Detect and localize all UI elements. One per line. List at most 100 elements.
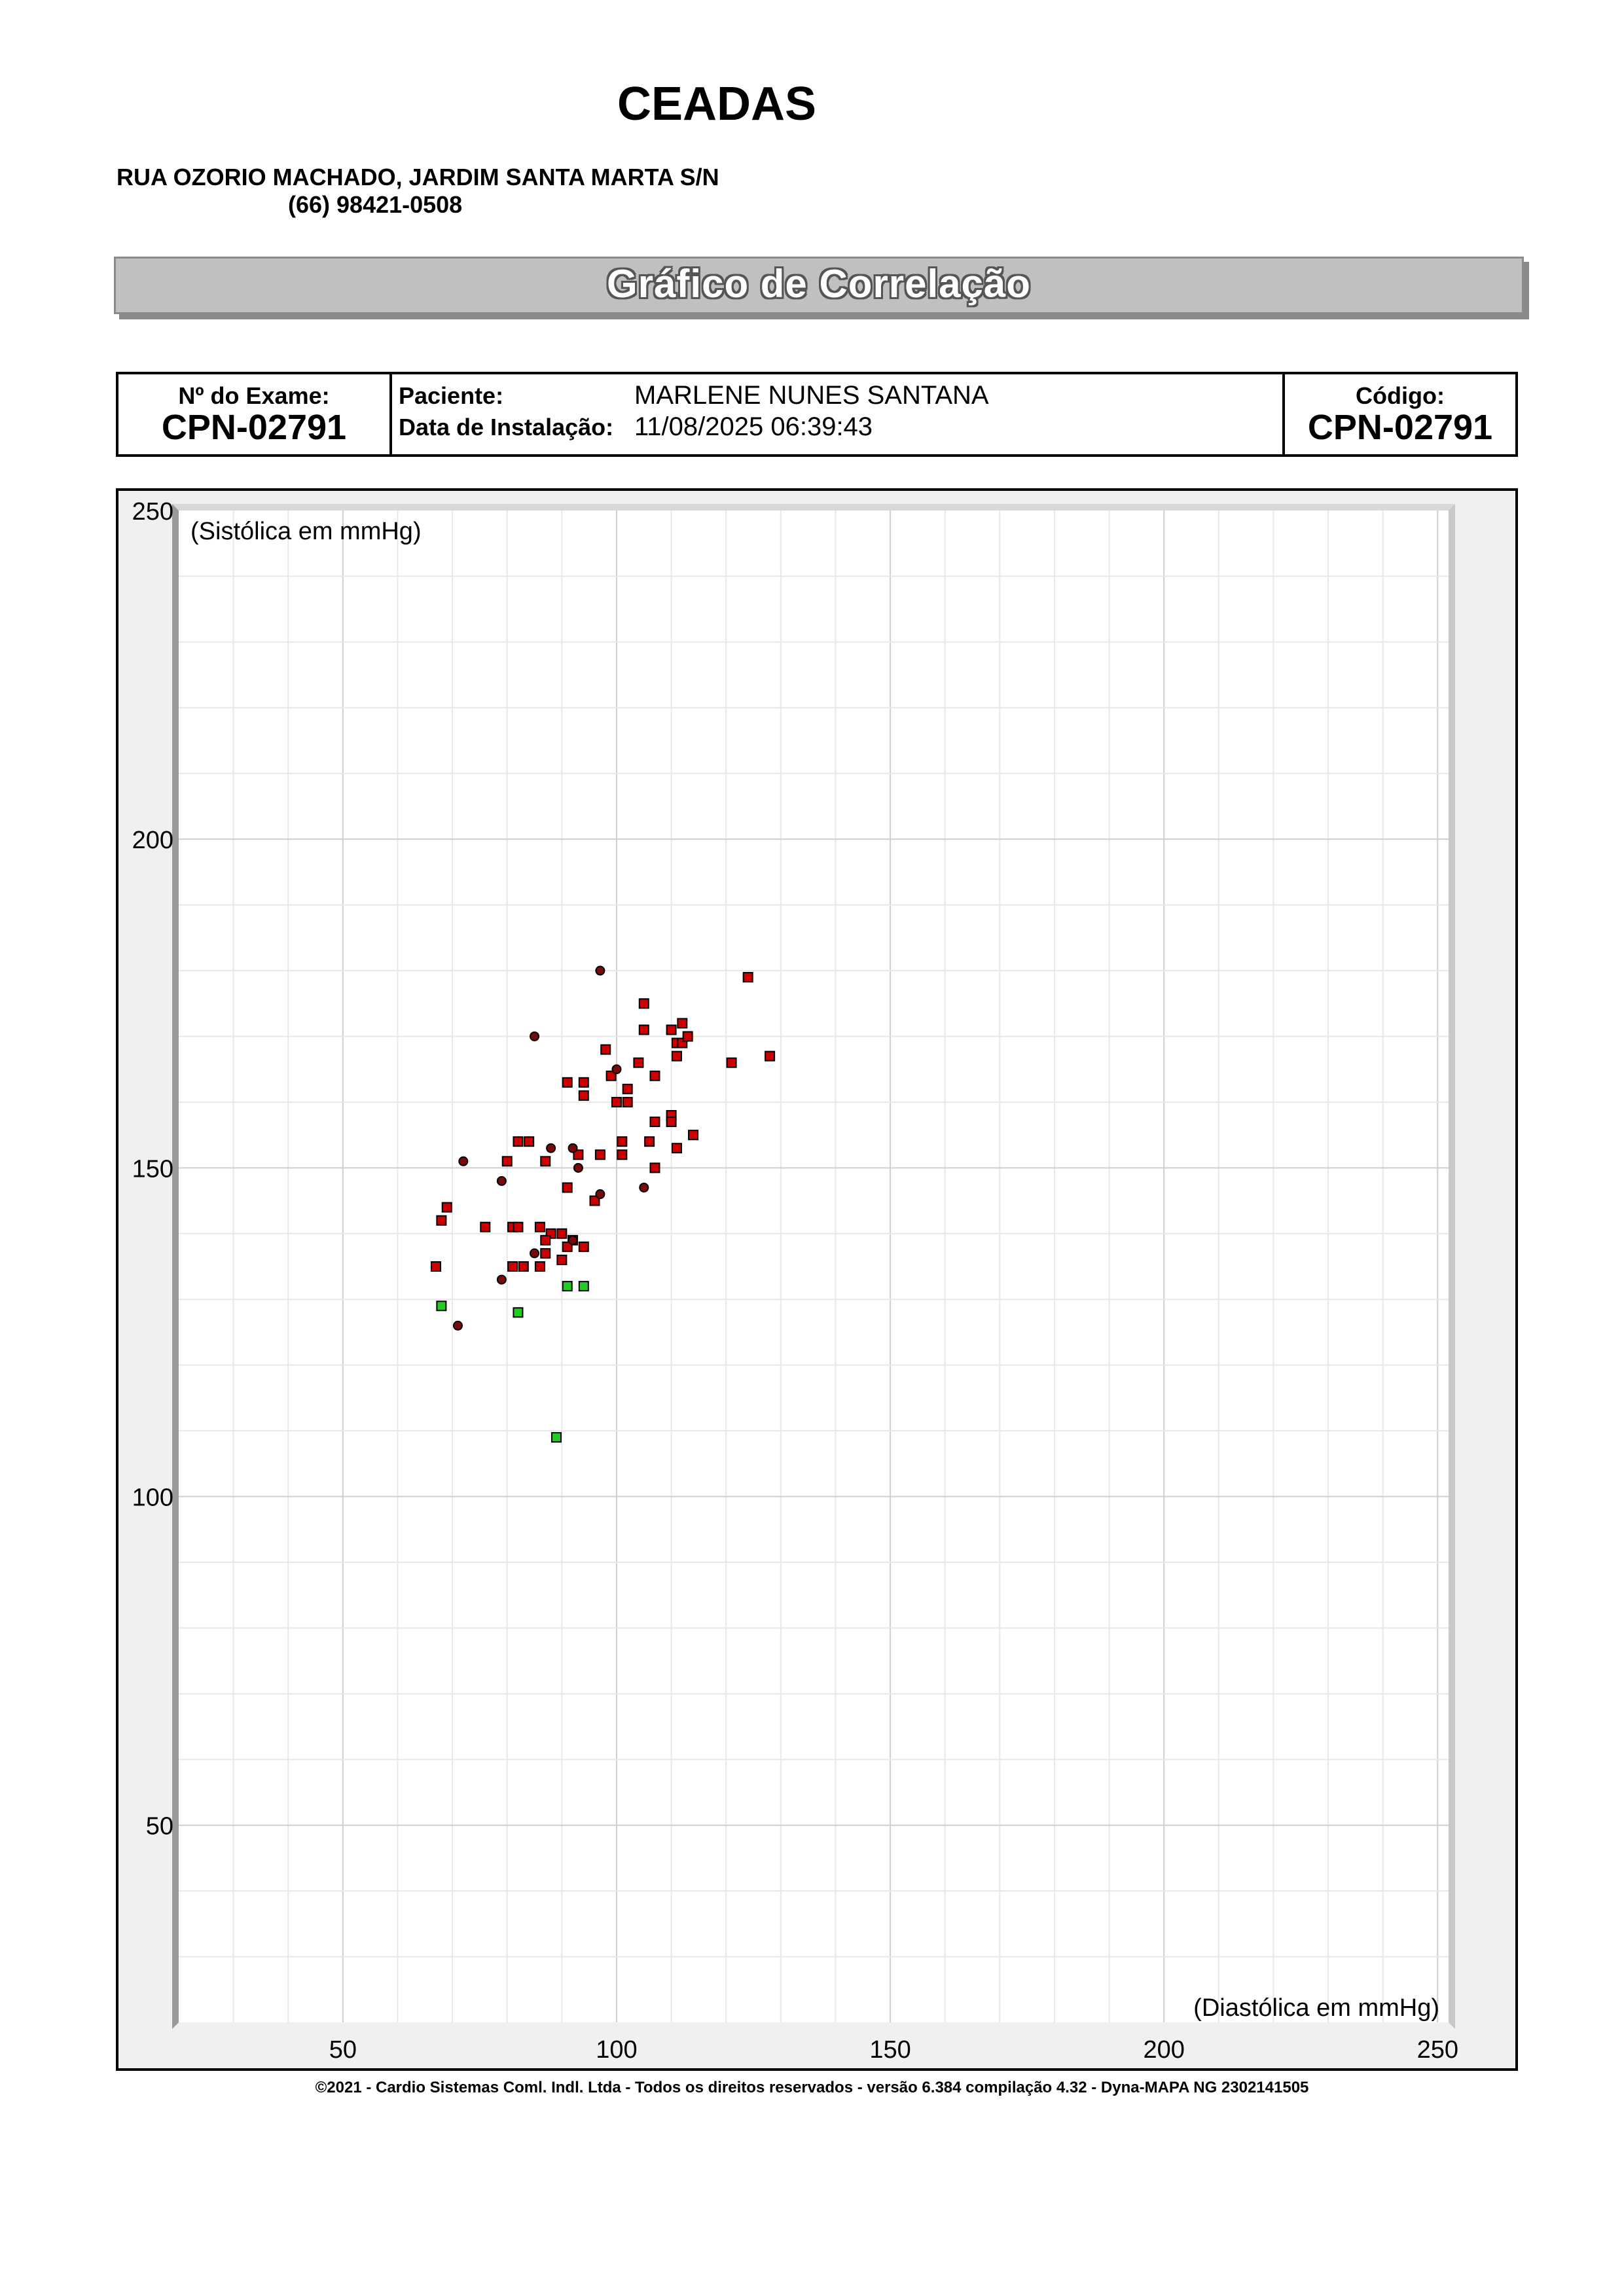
data-point-red — [682, 1031, 693, 1042]
data-point-circle — [611, 1064, 622, 1075]
data-point-red — [540, 1156, 551, 1167]
data-point-red — [622, 1083, 633, 1094]
data-point-red — [524, 1136, 535, 1147]
data-point-red — [649, 1070, 660, 1081]
y-tick-label: 200 — [132, 827, 173, 854]
data-points — [431, 965, 776, 1443]
data-point-circle — [573, 1162, 583, 1173]
data-point-red — [518, 1261, 529, 1272]
data-point-red — [638, 1024, 649, 1035]
patient-cell: Paciente: MARLENE NUNES SANTANA Data de … — [389, 374, 1288, 454]
data-point-green — [436, 1300, 447, 1312]
data-point-red — [540, 1247, 551, 1259]
data-point-red — [540, 1234, 551, 1246]
data-point-red — [562, 1241, 573, 1252]
x-axis-label: (Diastólica em mmHg) — [1193, 1994, 1439, 2022]
data-point-red — [726, 1057, 737, 1068]
clinic-phone: (66) 98421-0508 — [288, 191, 463, 218]
data-point-red — [622, 1096, 633, 1107]
data-point-circle — [568, 1143, 578, 1153]
data-point-red — [534, 1261, 545, 1272]
chart-frame-top-edge — [172, 504, 1455, 511]
install-date-value: 11/08/2025 06:39:43 — [634, 412, 873, 441]
exam-info-box: Nº do Exame: CPN-02791 Paciente: MARLENE… — [116, 372, 1518, 457]
data-point-circle — [639, 1182, 649, 1193]
data-point-red — [562, 1182, 573, 1193]
data-point-red — [513, 1136, 524, 1147]
footer-copyright: ©2021 - Cardio Sistemas Coml. Indl. Ltda… — [315, 2079, 1309, 2096]
code-value: CPN-02791 — [1307, 408, 1493, 447]
data-point-red — [562, 1077, 573, 1088]
data-point-red — [617, 1136, 628, 1147]
data-point-red — [666, 1117, 677, 1128]
data-point-red — [765, 1050, 776, 1062]
data-point-red — [480, 1221, 491, 1232]
data-point-circle — [568, 1235, 578, 1246]
x-tick-label: 100 — [596, 2036, 637, 2064]
clinic-address: RUA OZORIO MACHADO, JARDIM SANTA MARTA S… — [117, 164, 719, 190]
data-point-red — [666, 1024, 677, 1035]
plot-area — [179, 511, 1449, 2022]
data-point-red — [671, 1050, 682, 1062]
data-point-red — [742, 972, 753, 983]
data-point-red — [578, 1090, 589, 1101]
install-date-label: Data de Instalação: — [399, 414, 614, 440]
data-point-red — [611, 1096, 622, 1107]
data-point-red — [677, 1018, 688, 1029]
y-axis-label: (Sistólica em mmHg) — [190, 518, 422, 545]
data-point-red — [501, 1156, 513, 1167]
data-point-red — [649, 1162, 660, 1174]
data-point-green — [578, 1281, 589, 1292]
code-cell: Código: CPN-02791 — [1282, 374, 1515, 454]
chart-frame-right-edge — [1449, 504, 1455, 2029]
data-point-red — [578, 1241, 589, 1252]
data-point-red — [594, 1149, 605, 1160]
data-point-red — [507, 1261, 518, 1272]
grid-layer — [179, 511, 1449, 2022]
data-point-red — [589, 1195, 600, 1206]
data-point-circle — [595, 965, 605, 976]
data-point-circle — [452, 1320, 463, 1331]
y-tick-label: 50 — [146, 1813, 173, 1840]
data-point-red — [431, 1261, 442, 1272]
data-point-circle — [458, 1156, 469, 1166]
data-point-red — [649, 1117, 660, 1128]
y-tick-label: 100 — [132, 1484, 173, 1512]
chart-frame-left-edge — [172, 504, 179, 2029]
data-point-circle — [595, 1189, 605, 1200]
axis-ticks: 50 100 150 200 250 250 200 150 100 50 — [132, 498, 1458, 2064]
patient-label: Paciente: — [399, 382, 504, 409]
data-point-red — [556, 1254, 568, 1265]
data-point-red — [534, 1221, 545, 1232]
exam-number-label: Nº do Exame: — [178, 382, 330, 409]
data-point-green — [513, 1307, 524, 1318]
data-point-red — [617, 1149, 628, 1160]
correlation-chart: 50 100 150 200 250 250 200 150 100 50 (Sistólica … — [116, 488, 1518, 2071]
exam-number-cell: Nº do Exame: CPN-02791 — [118, 374, 392, 454]
data-point-red — [556, 1228, 568, 1239]
data-point-red — [513, 1221, 524, 1232]
data-point-red — [573, 1149, 584, 1160]
data-point-circle — [530, 1031, 540, 1041]
x-tick-label: 200 — [1143, 2036, 1184, 2064]
data-point-red — [644, 1136, 655, 1147]
data-point-red — [671, 1143, 682, 1154]
data-point-red — [436, 1215, 447, 1226]
data-point-circle — [530, 1248, 540, 1259]
data-point-red — [578, 1077, 589, 1088]
clinic-name: CEADAS — [617, 78, 817, 130]
code-label: Código: — [1356, 382, 1445, 409]
report-title: Gráfico de Correlação — [607, 262, 1031, 306]
x-tick-label: 250 — [1417, 2036, 1458, 2064]
data-point-green — [562, 1281, 573, 1292]
data-point-circle — [546, 1143, 556, 1153]
data-point-red — [638, 998, 649, 1009]
data-point-red — [605, 1070, 617, 1081]
exam-number-value: CPN-02791 — [161, 408, 347, 447]
report-title-bar: Gráfico de Correlação — [114, 257, 1524, 314]
y-tick-label: 250 — [132, 498, 173, 526]
chart-svg: 50 100 150 200 250 250 200 150 100 50 (Sistólica … — [118, 491, 1515, 2068]
patient-name: MARLENE NUNES SANTANA — [634, 381, 989, 410]
data-point-circle — [496, 1175, 507, 1186]
data-point-green — [550, 1432, 562, 1443]
